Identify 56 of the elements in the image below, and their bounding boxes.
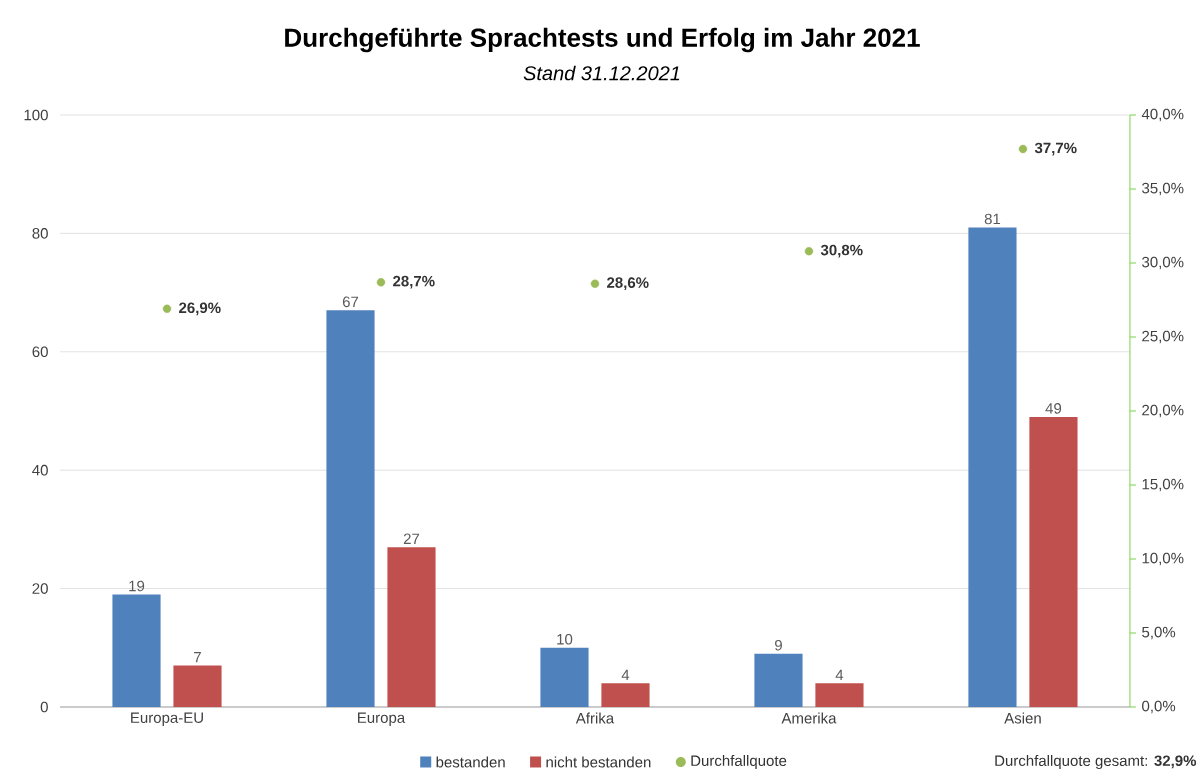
y2-tick-label: 20,0%	[1142, 404, 1184, 418]
x-tick-label: Asien	[1004, 712, 1041, 724]
data-label: 28,7%	[393, 275, 435, 289]
point	[162, 304, 172, 314]
x-tick-label: Europa	[358, 712, 406, 726]
y-tick-label: 80	[32, 228, 48, 239]
data-label: 7	[194, 652, 201, 663]
bar	[540, 647, 589, 707]
y-tick-label: 0	[40, 701, 48, 713]
y2-tick-label: 15,0%	[1142, 478, 1184, 492]
bar	[326, 310, 375, 707]
chart-title: Durchgeführte Sprachtests und Erfolg im Jahr 2021	[285, 27, 920, 53]
data-label: 81	[984, 213, 1001, 225]
legend-label: Durchfallquote	[691, 754, 787, 769]
y-tick-label: 100	[24, 109, 48, 121]
data-label: 26,9%	[179, 302, 221, 316]
data-label: 30,8%	[820, 244, 863, 258]
x-tick-label: Europa-EU	[131, 712, 203, 726]
point	[1018, 144, 1028, 154]
y2-tick-label: 30,0%	[1142, 256, 1184, 270]
chart-subtitle: Stand 31.12.2021	[523, 65, 680, 81]
data-label: 49	[1045, 403, 1062, 414]
y2-tick-label: 10,0%	[1142, 552, 1184, 566]
bar	[112, 594, 161, 707]
y2-tick-label: 35,0%	[1142, 182, 1184, 196]
point	[590, 279, 600, 288]
legend-label: nicht bestanden	[546, 756, 651, 768]
bar	[754, 653, 803, 707]
y2-tick-label: 5,0%	[1142, 626, 1176, 640]
y2-tick-label: 0,0%	[1142, 700, 1176, 714]
y-tick-label: 40	[32, 464, 48, 476]
point	[804, 246, 814, 256]
y2-tick-label: 25,0%	[1142, 330, 1184, 344]
data-label: 27	[403, 533, 420, 544]
data-label: 10	[557, 633, 573, 645]
x-tick-label: Amerika	[781, 712, 837, 724]
bar	[1029, 416, 1078, 707]
bar	[173, 665, 222, 707]
x-tick-label: Afrika	[575, 712, 615, 724]
data-label: 9	[775, 639, 782, 651]
data-label: 67	[342, 296, 359, 308]
y2-tick-label: 40,0%	[1141, 108, 1184, 122]
point	[376, 278, 386, 287]
bar	[387, 547, 436, 707]
y-tick-label: 20	[32, 583, 48, 594]
legend-label: bestanden	[436, 756, 505, 768]
text: Durchfallquote gesamt: 32,9%	[995, 754, 1197, 769]
data-label: 19	[129, 580, 145, 592]
y-tick-label: 60	[32, 346, 48, 358]
data-label: 4	[835, 669, 844, 681]
bar	[601, 683, 650, 707]
bar	[815, 683, 864, 707]
data-label: 4	[621, 669, 630, 681]
bar	[968, 227, 1017, 707]
data-label: 37,7%	[1034, 142, 1077, 156]
data-label: 28,6%	[607, 277, 649, 291]
